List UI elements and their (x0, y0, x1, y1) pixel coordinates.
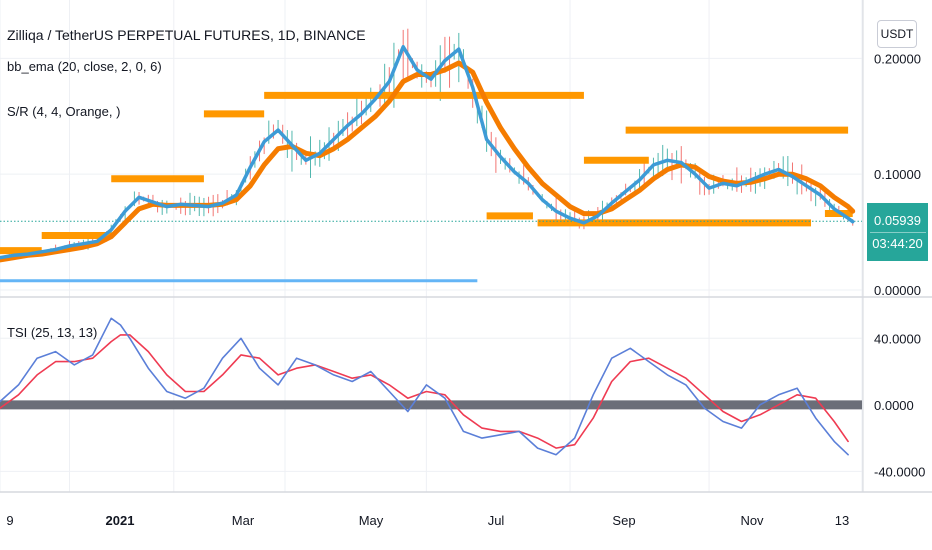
price-tick-label: 0.00000 (874, 283, 921, 298)
ema-series-line (0, 60, 856, 263)
currency-button[interactable]: USDT (877, 20, 917, 48)
price-tick-label: 0.20000 (874, 51, 921, 66)
time-tick-label: Mar (232, 513, 255, 528)
time-tick-label: Nov (740, 513, 764, 528)
tsi-tick-label: -40.0000 (874, 464, 925, 479)
last-price-badge: 0.05939 03:44:20 (867, 203, 928, 261)
time-tick-label: Jul (488, 513, 505, 528)
indicator-bb-ema-label[interactable]: bb_ema (20, close, 2, 0, 6) (7, 59, 162, 74)
price-tick-label: 0.10000 (874, 167, 921, 182)
symbol-title[interactable]: Zilliqa / TetherUS PERPETUAL FUTURES, 1D… (7, 27, 366, 43)
bar-countdown: 03:44:20 (872, 235, 923, 251)
time-tick-label: Sep (612, 513, 635, 528)
last-price-value: 0.05939 (874, 212, 921, 228)
time-tick-label: 9 (6, 513, 13, 528)
tsi-tick-label: 0.0000 (874, 398, 914, 413)
tsi-signal-line (0, 334, 849, 449)
indicator-tsi-label[interactable]: TSI (25, 13, 13) (7, 325, 98, 340)
tsi-line (0, 317, 849, 456)
price-series-line (0, 45, 855, 260)
time-tick-label: 13 (835, 513, 849, 528)
time-tick-label: 2021 (106, 513, 135, 528)
indicator-sr-label[interactable]: S/R (4, 4, Orange, ) (7, 104, 121, 119)
badge-separator (869, 231, 926, 233)
tsi-tick-label: 40.0000 (874, 331, 921, 346)
time-tick-label: May (359, 513, 384, 528)
